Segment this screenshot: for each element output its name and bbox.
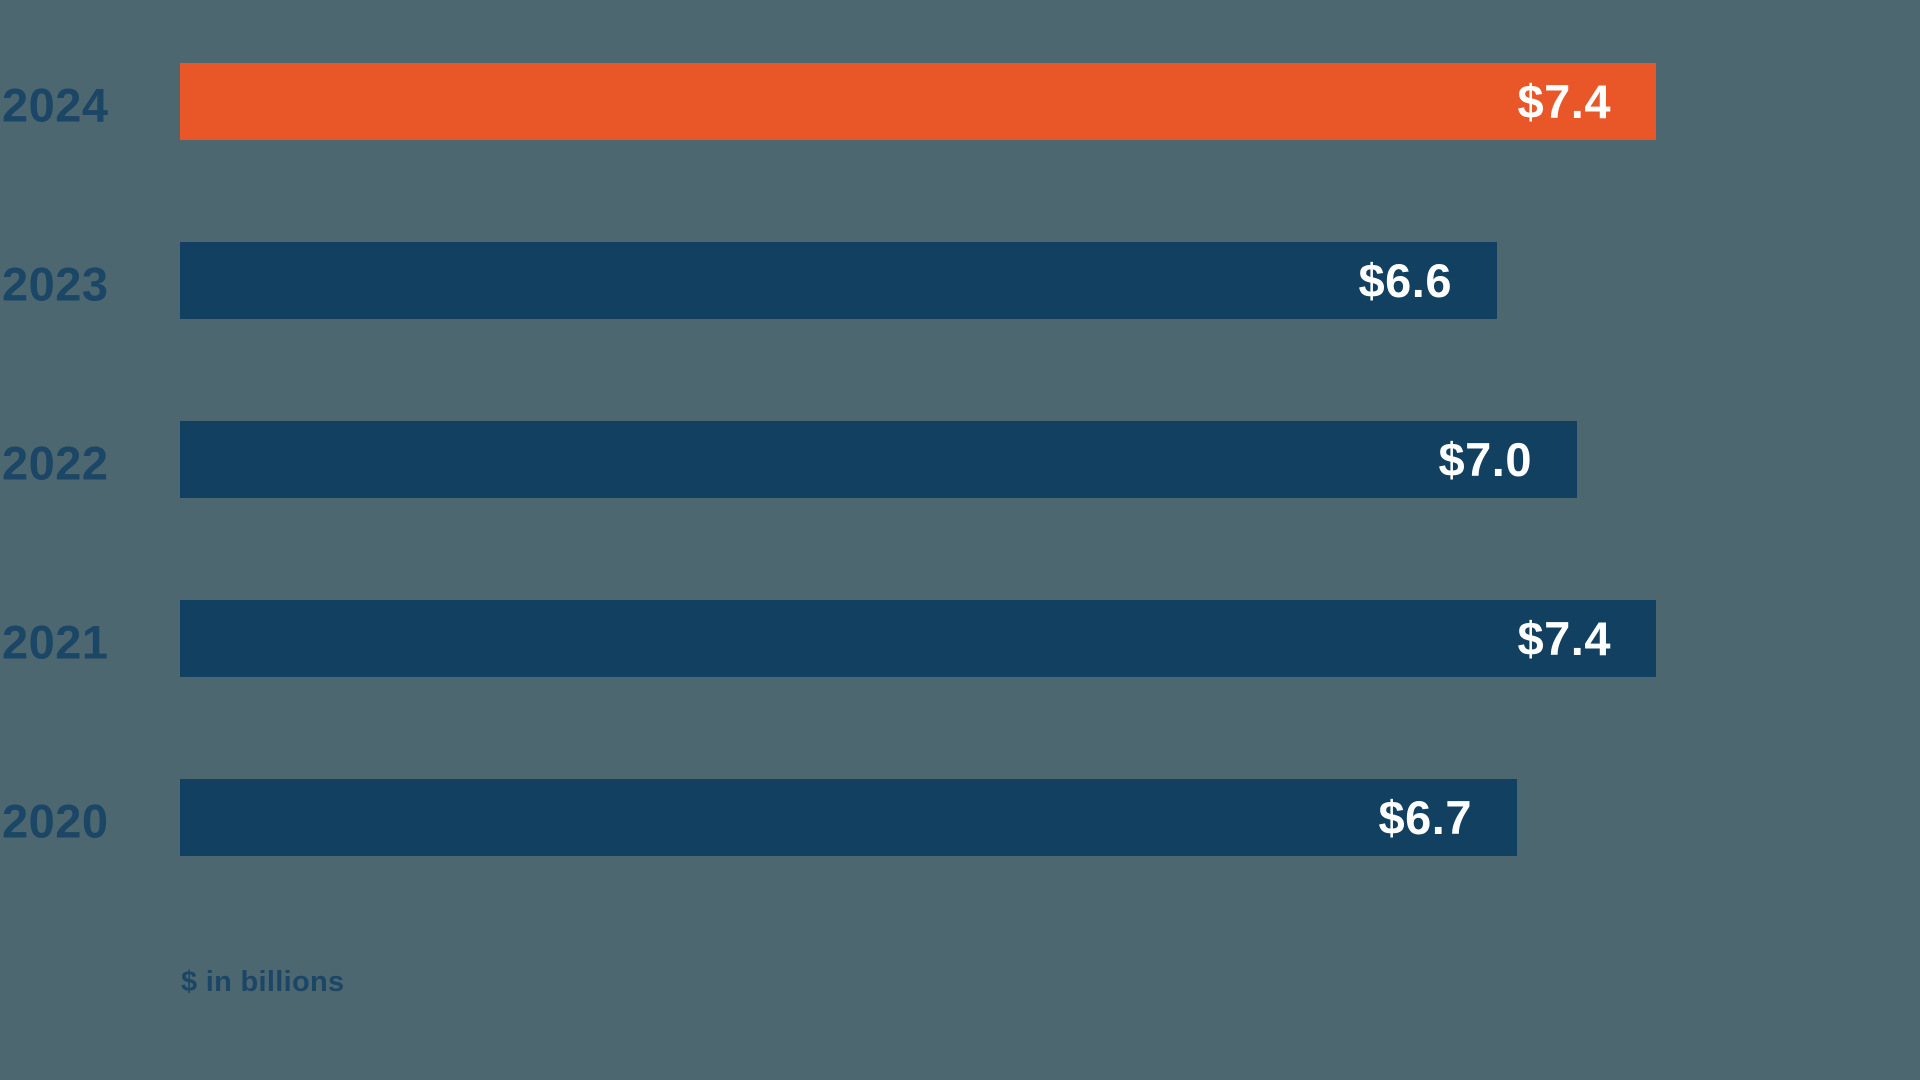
unit-note: $ in billions bbox=[181, 966, 345, 998]
year-label-2024: 2024 bbox=[2, 77, 109, 131]
bar-2023: $6.6 bbox=[180, 242, 1497, 319]
bar-row-2021: 2021 $7.4 bbox=[0, 600, 1920, 677]
bar-value-label-2023: $6.6 bbox=[1358, 254, 1452, 307]
year-label-2020: 2020 bbox=[2, 793, 109, 847]
bar-2021: $7.4 bbox=[180, 600, 1656, 677]
bar-row-2024: 2024 $7.4 bbox=[0, 63, 1920, 140]
bar-value-label-2022: $7.0 bbox=[1438, 433, 1532, 486]
bar-2022: $7.0 bbox=[180, 421, 1577, 498]
bar-2024: $7.4 bbox=[180, 63, 1656, 140]
bar-row-2023: 2023 $6.6 bbox=[0, 242, 1920, 319]
year-label-2022: 2022 bbox=[2, 435, 109, 489]
bar-value-label-2020: $6.7 bbox=[1378, 791, 1472, 844]
bar-2020: $6.7 bbox=[180, 779, 1517, 856]
year-label-2021: 2021 bbox=[2, 614, 109, 668]
bar-row-2020: 2020 $6.7 bbox=[0, 779, 1920, 856]
bar-row-2022: 2022 $7.0 bbox=[0, 421, 1920, 498]
bar-value-label-2024: $7.4 bbox=[1517, 75, 1611, 128]
year-label-2023: 2023 bbox=[2, 256, 109, 310]
bar-value-label-2021: $7.4 bbox=[1517, 612, 1611, 665]
